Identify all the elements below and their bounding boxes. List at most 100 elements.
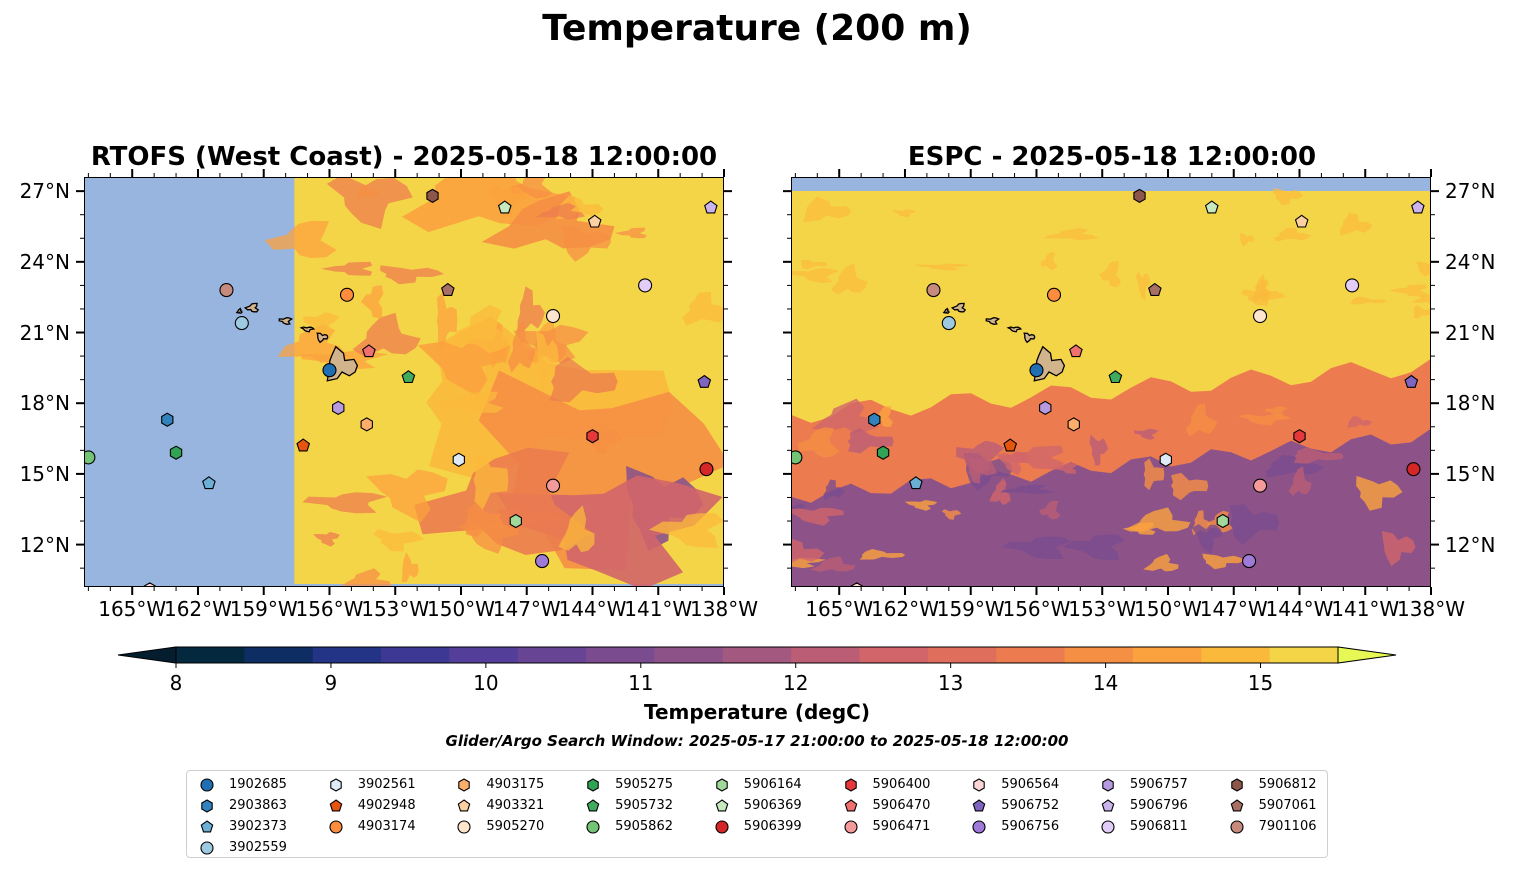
circle-marker-icon	[715, 820, 729, 834]
temp-contour	[989, 478, 1011, 506]
temp-contour	[1381, 531, 1416, 567]
float-marker-5906369	[497, 200, 512, 214]
legend-marker	[329, 778, 342, 792]
temp-contour	[1347, 415, 1373, 428]
legend-marker	[1230, 820, 1244, 834]
lon-tick-label: 138°W	[690, 597, 758, 621]
circle-marker-icon	[843, 820, 858, 834]
colorbar-segment	[927, 647, 997, 663]
float-marker-3902373	[202, 476, 216, 490]
legend-marker	[1230, 778, 1243, 792]
colorbar-segment	[176, 647, 245, 663]
float-marker-5906470	[1069, 344, 1083, 358]
lon-tick-label: 141°W	[624, 597, 693, 621]
temp-contour	[1000, 484, 1055, 495]
temp-contour	[417, 338, 507, 397]
float-marker-4903174	[1046, 287, 1062, 302]
temp-contour	[803, 196, 852, 223]
temp-contour	[792, 268, 840, 283]
map-frame	[791, 177, 1431, 587]
float-marker-5906400	[1293, 429, 1306, 444]
legend-marker	[458, 799, 471, 812]
hexagon-marker-icon	[458, 778, 471, 792]
float-marker-4903175	[1067, 417, 1080, 432]
temp-contour	[1133, 428, 1159, 440]
lon-tick-label: 153°W	[1068, 597, 1137, 621]
colorbar-tick-label: 15	[1247, 671, 1274, 695]
pentagon-marker-icon	[458, 799, 471, 812]
circle-marker-icon	[329, 820, 343, 834]
colorbar-segment	[722, 647, 792, 663]
float-marker-5906752	[1404, 374, 1419, 388]
hexagon-marker-icon	[201, 799, 213, 813]
float-marker-5907061	[1148, 282, 1162, 296]
legend-marker	[715, 820, 729, 834]
temp-contour	[1202, 553, 1245, 570]
temp-contour	[941, 509, 962, 520]
legend-marker	[844, 778, 857, 792]
temp-contour	[487, 183, 527, 218]
float-marker-5905732	[401, 370, 416, 384]
temp-contour	[1053, 462, 1078, 474]
colorbar-segment	[791, 647, 861, 663]
temp-contour	[614, 227, 647, 239]
temp-contour	[1416, 261, 1431, 277]
pentagon-marker-icon	[1230, 799, 1243, 812]
float-marker-5905862	[84, 450, 96, 465]
temp-contour	[1171, 472, 1209, 501]
legend-label: 5905732	[615, 798, 673, 813]
lat-tick-label: 18°N	[19, 391, 70, 416]
temp-contour	[1340, 212, 1373, 236]
island	[278, 317, 294, 325]
lon-tick-label: 150°W	[1134, 597, 1202, 621]
temp-contour	[1349, 296, 1387, 305]
colorbar-segment	[312, 647, 382, 663]
hexagon-marker-icon	[844, 778, 857, 792]
legend-label: 3902561	[357, 777, 416, 792]
legend-label: 5906471	[872, 819, 931, 834]
temp-contour	[823, 479, 845, 500]
legend-label: 5906796	[1129, 798, 1188, 813]
pentagon-marker-icon	[586, 799, 600, 812]
float-marker-3902559	[941, 316, 956, 331]
float-marker-4902948	[296, 438, 311, 452]
temp-contour	[1143, 553, 1179, 572]
map-panel-espc	[791, 177, 1431, 587]
map-panel-rtofs	[84, 177, 724, 587]
legend-label: 5906757	[1129, 777, 1188, 792]
colorbar-segment	[381, 647, 450, 663]
colorbar-frame	[175, 646, 1339, 664]
island	[1023, 332, 1036, 344]
temp-contour	[1122, 522, 1156, 535]
float-marker-4903321	[1294, 214, 1309, 228]
legend-marker	[715, 799, 729, 812]
float-marker-5906756	[1242, 554, 1257, 569]
temp-contour	[1089, 434, 1109, 466]
lon-tick-label: 159°W	[936, 597, 1005, 621]
float-marker-4903174	[339, 287, 355, 302]
legend-marker	[1102, 778, 1114, 792]
temp-contour	[1288, 466, 1312, 496]
legend-marker	[716, 778, 728, 792]
legend-label: 5905275	[615, 777, 673, 792]
colorbar-tick-label: 9	[324, 671, 338, 695]
lon-tick-label: 162°W	[870, 597, 939, 621]
temp-contour	[510, 177, 554, 199]
float-marker-5906757	[1039, 400, 1052, 416]
temp-contour	[1356, 475, 1403, 511]
lat-tick-label: 24°N	[1445, 249, 1496, 274]
pentagon-marker-icon	[200, 820, 214, 833]
temp-contour	[1135, 272, 1151, 301]
float-marker-5906812	[426, 188, 439, 204]
lon-tick-label: 165°W	[805, 597, 874, 621]
lon-tick-label: 156°W	[1002, 597, 1071, 621]
float-marker-5905732	[1108, 370, 1123, 384]
temp-contour	[649, 513, 724, 548]
lat-tick-label: 12°N	[1445, 532, 1496, 557]
circle-marker-icon	[1101, 820, 1115, 834]
island	[950, 302, 967, 313]
colorbar-segment	[1132, 647, 1202, 663]
circle-marker-icon	[972, 820, 986, 834]
circle-marker-icon	[586, 820, 600, 834]
temp-contour	[791, 557, 826, 569]
